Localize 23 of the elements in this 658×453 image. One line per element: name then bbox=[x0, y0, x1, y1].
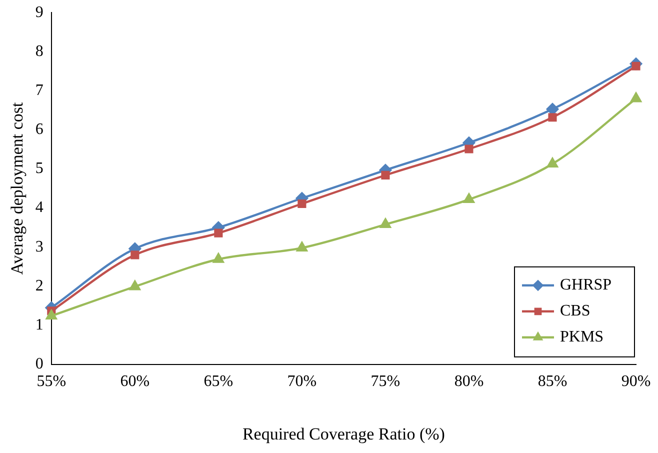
x-tick-label: 55% bbox=[36, 373, 66, 390]
y-tick-label: 7 bbox=[35, 82, 44, 99]
y-tick-label: 4 bbox=[35, 199, 44, 216]
y-tick-label: 9 bbox=[35, 4, 44, 21]
y-tick-label: 2 bbox=[35, 277, 44, 294]
x-axis-title: Required Coverage Ratio (%) bbox=[242, 424, 445, 444]
legend-label: PKMS bbox=[560, 328, 604, 346]
y-tick-label: 5 bbox=[35, 160, 44, 178]
x-tick-label: 80% bbox=[454, 373, 484, 390]
y-tick-label: 8 bbox=[35, 42, 44, 60]
x-tick-label: 75% bbox=[370, 373, 400, 390]
y-tick-label: 3 bbox=[35, 238, 44, 256]
x-tick-label: 60% bbox=[120, 373, 150, 390]
y-tick-label: 1 bbox=[35, 316, 44, 334]
x-tick-label: 65% bbox=[204, 373, 234, 390]
x-tick-label: 85% bbox=[538, 373, 568, 390]
x-tick-label: 70% bbox=[287, 373, 317, 390]
legend-label: CBS bbox=[560, 302, 590, 320]
y-tick-label: 0 bbox=[35, 356, 44, 373]
x-tick-label: 90% bbox=[621, 373, 651, 390]
legend-label: GHRSP bbox=[560, 276, 612, 294]
y-axis-title: Average deployment cost bbox=[8, 102, 27, 275]
y-tick-label: 6 bbox=[35, 121, 44, 138]
